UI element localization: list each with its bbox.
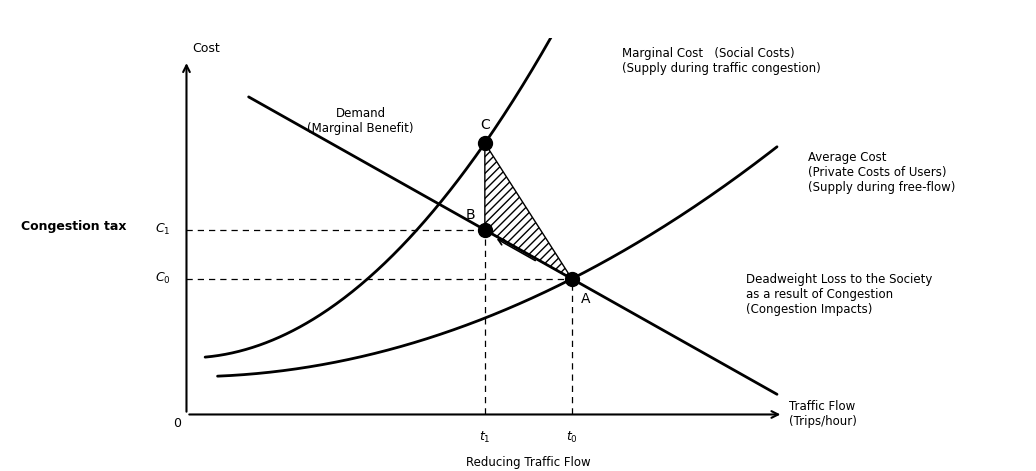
Text: $C_0$: $C_0$ [155, 271, 171, 286]
Text: Congestion tax: Congestion tax [21, 219, 126, 233]
Text: A: A [581, 292, 591, 306]
Text: Average Cost
(Private Costs of Users)
(Supply during free-flow): Average Cost (Private Costs of Users) (S… [808, 151, 955, 194]
Text: $C_1$: $C_1$ [155, 222, 171, 237]
Text: 0: 0 [173, 417, 181, 430]
Text: Cost: Cost [193, 41, 221, 55]
Text: Reducing Traffic Flow: Reducing Traffic Flow [466, 456, 591, 469]
Point [477, 139, 493, 147]
Text: B: B [466, 208, 476, 222]
Point [564, 275, 580, 283]
Text: $t_0$: $t_0$ [566, 430, 578, 445]
Text: Deadweight Loss to the Society
as a result of Congestion
(Congestion Impacts): Deadweight Loss to the Society as a resu… [746, 273, 932, 316]
Text: Traffic Flow
(Trips/hour): Traffic Flow (Trips/hour) [789, 400, 858, 429]
Text: Marginal Cost   (Social Costs)
(Supply during traffic congestion): Marginal Cost (Social Costs) (Supply dur… [622, 47, 821, 75]
Point [477, 226, 493, 234]
Text: C: C [480, 118, 490, 132]
Text: Demand
(Marginal Benefit): Demand (Marginal Benefit) [308, 106, 413, 135]
Text: $t_1$: $t_1$ [479, 430, 491, 445]
